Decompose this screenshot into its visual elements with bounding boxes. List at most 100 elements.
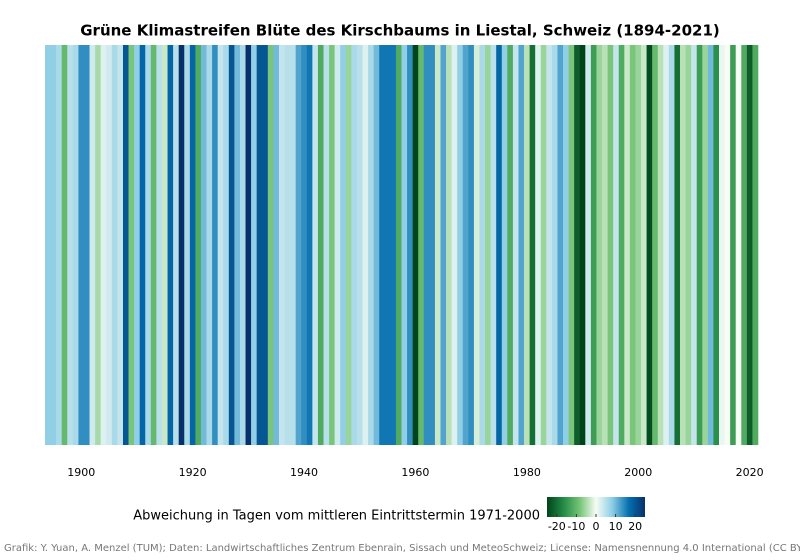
- stripe: [340, 45, 347, 445]
- stripe: [412, 45, 419, 445]
- stripe: [691, 45, 698, 445]
- stripe: [368, 45, 374, 445]
- x-tick-label: 1940: [290, 466, 318, 479]
- stripe: [418, 45, 425, 445]
- stripe: [652, 45, 659, 445]
- colorbar-tick-label: 10: [609, 520, 623, 533]
- stripe: [89, 45, 96, 445]
- stripe: [635, 45, 642, 445]
- stripe: [574, 45, 581, 445]
- stripe: [323, 45, 330, 445]
- stripe: [301, 45, 308, 445]
- stripe: [278, 45, 285, 445]
- colorbar-tick-label: -20: [548, 520, 566, 533]
- stripe: [395, 45, 402, 445]
- stripe: [139, 45, 146, 445]
- stripe: [429, 45, 436, 445]
- stripe: [256, 45, 263, 445]
- stripe: [45, 45, 51, 445]
- stripe: [401, 45, 408, 445]
- stripe: [262, 45, 269, 445]
- stripe: [551, 45, 558, 445]
- stripe: [512, 45, 519, 445]
- stripe: [641, 45, 647, 445]
- stripe: [72, 45, 79, 445]
- stripe: [312, 45, 319, 445]
- stripe: [646, 45, 653, 445]
- stripe: [423, 45, 430, 445]
- stripe: [707, 45, 714, 445]
- stripe: [178, 45, 185, 445]
- stripe: [473, 45, 480, 445]
- stripe: [351, 45, 358, 445]
- stripe: [334, 45, 341, 445]
- stripe: [529, 45, 536, 445]
- stripe: [379, 45, 386, 445]
- stripe: [629, 45, 636, 445]
- stripe: [173, 45, 179, 445]
- stripe: [78, 45, 85, 445]
- stripe: [384, 45, 391, 445]
- stripe: [122, 45, 129, 445]
- stripe: [267, 45, 274, 445]
- stripe: [390, 45, 397, 445]
- stripe: [239, 45, 246, 445]
- stripe: [150, 45, 157, 445]
- stripe: [724, 45, 731, 445]
- stripe: [496, 45, 503, 445]
- stripe: [546, 45, 553, 445]
- stripe: [607, 45, 614, 445]
- stripe: [245, 45, 252, 445]
- stripe: [189, 45, 196, 445]
- stripe: [585, 45, 592, 445]
- stripe: [719, 45, 725, 445]
- stripe: [61, 45, 68, 445]
- source-note: Grafik: Y. Yuan, A. Menzel (TUM); Daten:…: [4, 543, 800, 554]
- stripe: [563, 45, 569, 445]
- stripe: [557, 45, 564, 445]
- stripe: [451, 45, 458, 445]
- stripe: [696, 45, 703, 445]
- stripe: [457, 45, 464, 445]
- stripe: [345, 45, 352, 445]
- stripe: [362, 45, 369, 445]
- stripe: [579, 45, 586, 445]
- stripe: [446, 45, 452, 445]
- stripe: [674, 45, 681, 445]
- stripe: [295, 45, 302, 445]
- stripe: [156, 45, 163, 445]
- x-tick-label: 1900: [67, 466, 95, 479]
- stripe: [735, 45, 742, 445]
- stripe: [485, 45, 491, 445]
- stripe: [490, 45, 497, 445]
- stripe: [67, 45, 74, 445]
- stripe: [290, 45, 296, 445]
- stripe: [507, 45, 514, 445]
- x-tick-label: 1920: [179, 466, 207, 479]
- stripe: [100, 45, 107, 445]
- stripe: [602, 45, 608, 445]
- colorbar-tick-label: 20: [628, 520, 642, 533]
- stripe: [217, 45, 224, 445]
- stripe: [184, 45, 191, 445]
- colorbar-label: Abweichung in Tagen vom mittleren Eintri…: [133, 509, 540, 524]
- stripe: [730, 45, 737, 445]
- stripe: [462, 45, 469, 445]
- stripe: [663, 45, 670, 445]
- stripe: [746, 45, 753, 445]
- stripe: [518, 45, 525, 445]
- stripe: [206, 45, 213, 445]
- stripe: [373, 45, 380, 445]
- stripe: [195, 45, 202, 445]
- stripe: [685, 45, 692, 445]
- stripe: [596, 45, 603, 445]
- stripe: [83, 45, 90, 445]
- x-tick-label: 1960: [401, 466, 429, 479]
- stripe: [106, 45, 113, 445]
- colorbar-tick-label: -10: [567, 520, 585, 533]
- stripe: [440, 45, 447, 445]
- stripe: [161, 45, 168, 445]
- stripe: [702, 45, 709, 445]
- stripe: [613, 45, 620, 445]
- stripe: [434, 45, 441, 445]
